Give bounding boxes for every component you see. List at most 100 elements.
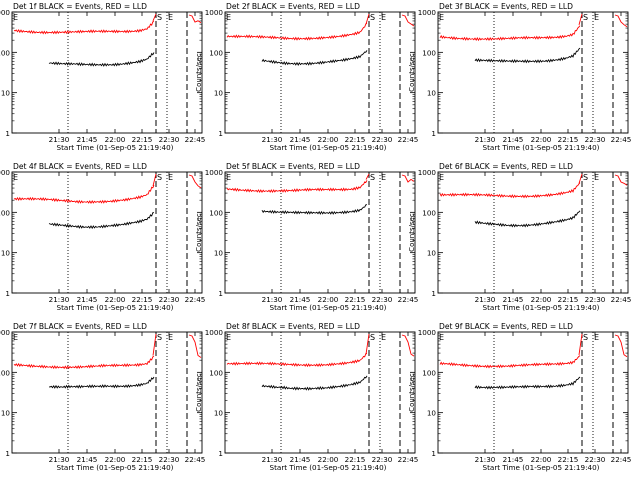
x-axis-label: Start Time (01-Sep-05 21:19:40) (270, 303, 387, 312)
marker-s: S (583, 13, 588, 22)
lld-rise-line (578, 333, 583, 355)
y-tick-label: 100 (209, 48, 223, 57)
y-tick-label: 10 (1, 249, 11, 258)
panel-title: Det 2f BLACK = Events, RED = LLD (226, 2, 360, 11)
panel-title: Det 4f BLACK = Events, RED = LLD (13, 162, 147, 171)
panel-title: Det 8f BLACK = Events, RED = LLD (226, 322, 360, 331)
y-tick-label: 1000 (418, 328, 437, 337)
detector-panel: Det 5f BLACK = Events, RED = LLD 1 10 100 10… (195, 162, 418, 312)
x-tick-label: 21:30 (475, 135, 496, 144)
marker-s: S (370, 173, 375, 182)
plot-frame (437, 331, 629, 454)
lld-series-line (13, 355, 155, 370)
x-tick-label: 21:45 (77, 135, 98, 144)
x-tick-label: 22:15 (132, 455, 153, 464)
marker-e: E (381, 333, 386, 342)
x-tick-label: 21:30 (49, 295, 70, 304)
y-axis-label: Counts/sec (195, 213, 203, 252)
x-tick-label: 22:15 (558, 295, 579, 304)
detector-panel: Det 6f BLACK = Events, RED = LLD 1 10 100 10… (408, 162, 631, 312)
x-tick-label: 22:45 (185, 295, 206, 304)
y-tick-label: 10 (1, 409, 11, 418)
x-tick-label: 22:15 (345, 455, 366, 464)
events-series-line (474, 47, 581, 64)
y-axis-label: Counts/sec (195, 53, 203, 92)
x-tick-label: 22:15 (558, 455, 579, 464)
x-tick-label: 22:15 (132, 135, 153, 144)
marker-e-left: E (226, 173, 231, 182)
x-tick-label: 21:30 (262, 295, 283, 304)
x-tick-label: 22:00 (318, 135, 339, 144)
marker-e-left: E (226, 333, 231, 342)
x-tick-label: 21:45 (503, 455, 524, 464)
x-tick-label: 22:15 (132, 295, 153, 304)
lld-rise-line (152, 333, 157, 356)
x-tick-label: 21:30 (262, 455, 283, 464)
x-tick-label: 22:15 (345, 135, 366, 144)
marker-e: E (168, 333, 173, 342)
x-tick-label: 21:30 (262, 135, 283, 144)
y-axis-label: Counts/sec (408, 213, 416, 252)
x-tick-label: 22:00 (105, 295, 126, 304)
y-tick-label: 10 (214, 409, 224, 418)
x-tick-label: 21:45 (503, 135, 524, 144)
marker-e: E (594, 173, 599, 182)
x-tick-label: 22:30 (372, 295, 393, 304)
detector-panel: Det 3f BLACK = Events, RED = LLD 1 10 100 10… (408, 2, 631, 152)
marker-e-left: E (13, 333, 18, 342)
lld-burst-line (614, 334, 628, 358)
y-tick-label: 1 (5, 289, 10, 298)
plot-frame (437, 11, 629, 134)
y-tick-label: 1 (431, 289, 436, 298)
panel-title: Det 7f BLACK = Events, RED = LLD (13, 322, 147, 331)
y-tick-label: 10 (1, 89, 11, 98)
marker-e: E (594, 333, 599, 342)
x-axis-label: Start Time (01-Sep-05 21:19:40) (483, 463, 600, 472)
lld-burst-line (401, 334, 415, 357)
x-tick-label: 21:30 (475, 455, 496, 464)
marker-e: E (168, 13, 173, 22)
y-tick-label: 10 (427, 89, 437, 98)
y-tick-label: 100 (422, 48, 436, 57)
lld-burst-line (188, 174, 202, 189)
marker-s: S (370, 333, 375, 342)
x-axis-label: Start Time (01-Sep-05 21:19:40) (270, 143, 387, 152)
detector-panel: Det 1f BLACK = Events, RED = LLD 1 10 100 10… (0, 2, 205, 152)
detector-panel: Det 4f BLACK = Events, RED = LLD 1 10 100 10… (0, 162, 205, 312)
lld-series-line (13, 21, 155, 35)
y-tick-label: 1000 (0, 328, 10, 337)
y-tick-label: 1000 (418, 8, 437, 17)
x-tick-label: 22:45 (611, 295, 632, 304)
x-tick-label: 22:30 (159, 455, 180, 464)
marker-e-left: E (226, 13, 231, 22)
marker-e-left: E (13, 173, 18, 182)
panel-title: Det 3f BLACK = Events, RED = LLD (439, 2, 573, 11)
x-tick-label: 22:00 (531, 295, 552, 304)
marker-e-left: E (439, 13, 444, 22)
y-tick-label: 100 (0, 48, 10, 57)
y-tick-label: 10 (214, 249, 224, 258)
x-tick-label: 22:45 (185, 135, 206, 144)
y-tick-label: 10 (427, 409, 437, 418)
lld-rise-line (365, 173, 370, 180)
events-series-line (48, 212, 154, 230)
panel-title: Det 1f BLACK = Events, RED = LLD (13, 2, 147, 11)
y-axis-label: Counts/sec (195, 373, 203, 412)
marker-e: E (168, 173, 173, 182)
lld-series-line (439, 25, 581, 42)
panel-title: Det 5f BLACK = Events, RED = LLD (226, 162, 360, 171)
x-tick-label: 21:45 (77, 295, 98, 304)
plot-frame (11, 331, 203, 454)
y-tick-label: 1 (218, 449, 223, 458)
y-tick-label: 100 (209, 368, 223, 377)
y-tick-label: 100 (422, 368, 436, 377)
lld-rise-line (365, 333, 370, 355)
marker-e-left: E (439, 173, 444, 182)
y-tick-label: 1000 (0, 168, 10, 177)
lld-rise-line (578, 13, 583, 25)
marker-s: S (583, 333, 588, 342)
x-tick-label: 21:30 (49, 135, 70, 144)
x-tick-label: 21:45 (503, 295, 524, 304)
x-tick-label: 22:30 (159, 295, 180, 304)
x-tick-label: 22:00 (105, 455, 126, 464)
